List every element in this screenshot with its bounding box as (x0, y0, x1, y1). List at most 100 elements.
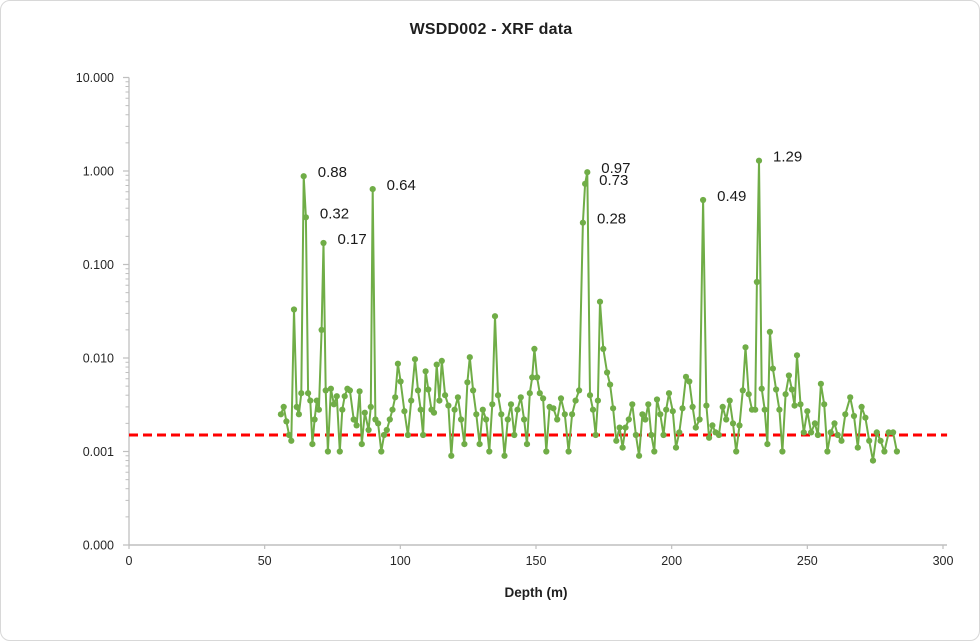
data-point-marker (358, 441, 365, 448)
data-point-marker (817, 380, 825, 387)
data-point-marker (433, 361, 440, 368)
data-point-marker (629, 401, 636, 408)
data-point-marker (881, 448, 888, 455)
data-point-marker (811, 420, 819, 427)
data-point-marker (330, 401, 337, 408)
point-value-label: 0.97 (601, 160, 630, 177)
data-point-marker (576, 387, 583, 394)
data-point-marker (298, 390, 305, 397)
data-point-marker (739, 387, 746, 394)
data-point-marker (858, 403, 865, 410)
data-point-marker (504, 416, 511, 423)
data-point-marker (430, 409, 438, 416)
data-point-marker (302, 214, 309, 221)
data-point-marker (313, 397, 320, 404)
data-point-marker (476, 441, 483, 448)
data-point-marker (483, 416, 490, 423)
data-point-marker (507, 401, 515, 408)
data-point-marker (448, 452, 455, 459)
data-point-marker (596, 298, 604, 305)
data-point-marker (723, 416, 730, 423)
data-point-marker (458, 416, 465, 423)
x-tick-label: 250 (797, 554, 818, 568)
data-point-marker (397, 378, 404, 385)
data-point-marker (501, 452, 508, 459)
data-point-marker (600, 345, 607, 352)
data-point-marker (526, 390, 533, 397)
data-point-marker (401, 408, 408, 415)
data-point-marker (797, 401, 804, 408)
data-point-marker (604, 369, 611, 376)
data-point-marker (764, 441, 771, 448)
data-point-marker (436, 397, 443, 404)
x-tick-label: 150 (526, 554, 547, 568)
data-point-marker (523, 441, 531, 448)
data-point-marker (800, 429, 807, 436)
data-point-marker (877, 437, 884, 444)
point-value-label: 0.17 (338, 231, 367, 248)
data-point-marker (280, 403, 287, 410)
data-point-marker (375, 420, 382, 427)
y-tick-label: 0.100 (83, 258, 114, 272)
data-point-marker (804, 408, 811, 415)
data-point-marker (665, 390, 673, 397)
data-point-marker (394, 360, 401, 367)
data-point-marker (531, 345, 538, 352)
data-point-marker (785, 372, 793, 379)
data-point-marker (288, 437, 295, 444)
data-point-marker (367, 403, 374, 410)
data-point-marker (657, 411, 664, 418)
data-point-marker (824, 448, 831, 455)
series-line (279, 159, 898, 462)
axes (128, 77, 947, 546)
data-point-marker (703, 402, 710, 409)
data-point-marker (862, 414, 869, 421)
data-point-marker (554, 416, 561, 423)
data-point-marker (353, 422, 360, 429)
data-point-marker (498, 411, 505, 418)
data-point-marker (540, 395, 547, 402)
x-tick-label: 50 (258, 554, 272, 568)
data-point-marker (719, 403, 726, 410)
data-point-marker (773, 386, 780, 393)
data-point-marker (890, 429, 897, 436)
data-point-marker (550, 405, 557, 412)
data-point-marker (753, 278, 761, 286)
data-point-marker (514, 406, 521, 413)
data-point-marker (414, 387, 422, 394)
point-value-label: 0.32 (320, 205, 349, 222)
data-point-marker (745, 391, 752, 398)
data-point-marker (339, 406, 346, 413)
data-point-marker (686, 378, 693, 385)
data-point-marker (327, 385, 334, 392)
data-point-marker (584, 169, 591, 176)
data-point-marker (616, 424, 623, 431)
x-tick-label: 300 (933, 554, 954, 568)
y-tick-label: 0.000 (83, 539, 114, 553)
data-point-marker (290, 306, 298, 313)
data-point-marker (293, 403, 300, 410)
data-point-marker (761, 406, 768, 413)
data-point-marker (470, 387, 477, 394)
data-point-marker (442, 392, 449, 399)
x-tick-label: 100 (390, 554, 411, 568)
data-point-marker (589, 406, 597, 413)
data-point-marker (491, 313, 499, 320)
data-point-marker (752, 406, 759, 413)
data-point-marker (622, 424, 629, 431)
data-point-marker (669, 408, 676, 415)
data-point-marker (283, 418, 290, 425)
x-tick-label: 0 (126, 554, 133, 568)
data-point-marker (361, 409, 368, 416)
data-point-marker (814, 431, 822, 439)
data-point-marker (425, 386, 432, 393)
data-point-marker (700, 196, 707, 204)
data-point-marker (336, 448, 343, 455)
data-point-marker (365, 426, 372, 434)
data-point-marker (464, 379, 471, 386)
data-point-marker (479, 406, 486, 413)
data-point-marker (320, 239, 327, 247)
data-point-marker (318, 326, 325, 333)
data-point-marker (569, 411, 576, 418)
data-point-marker (315, 406, 322, 413)
